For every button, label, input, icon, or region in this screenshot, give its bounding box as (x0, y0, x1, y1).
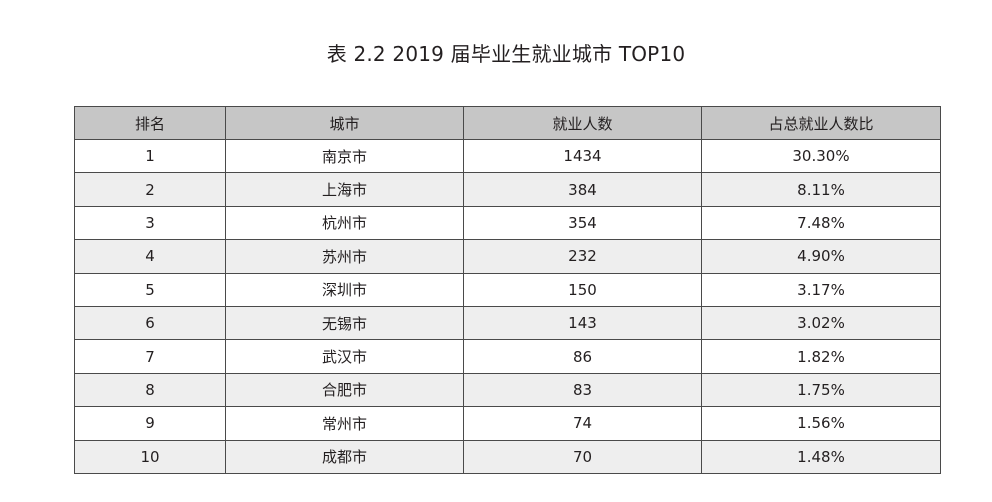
cell-rank: 10 (74, 439, 226, 474)
cell-city: 武汉市 (225, 339, 464, 374)
table-row: 3 杭州市 354 7.48% (74, 205, 941, 241)
table-row: 1 南京市 1434 30.30% (74, 138, 941, 174)
table-row: 2 上海市 384 8.11% (74, 172, 941, 207)
cell-city: 上海市 (225, 172, 464, 207)
header-rank: 排名 (74, 106, 226, 140)
cell-employment-count: 354 (463, 205, 702, 241)
cell-employment-share: 4.90% (701, 239, 941, 274)
table-row: 10 成都市 70 1.48% (74, 439, 941, 474)
cell-city: 合肥市 (225, 372, 464, 408)
cell-city: 常州市 (225, 406, 464, 441)
cell-rank: 7 (74, 339, 226, 374)
cell-employment-count: 150 (463, 272, 702, 307)
table-caption: 表 2.2 2019 届毕业生就业城市 TOP10 (326, 42, 686, 66)
table-row: 5 深圳市 150 3.17% (74, 272, 941, 307)
cell-employment-share: 30.30% (701, 138, 941, 174)
cell-employment-share: 1.56% (701, 406, 941, 441)
cell-employment-count: 1434 (463, 138, 702, 174)
cell-rank: 4 (74, 239, 226, 274)
table-row: 6 无锡市 143 3.02% (74, 305, 941, 341)
cell-city: 南京市 (225, 138, 464, 174)
cell-employment-share: 7.48% (701, 205, 941, 241)
table-row: 8 合肥市 83 1.75% (74, 372, 941, 408)
cell-rank: 9 (74, 406, 226, 441)
header-employment-share: 占总就业人数比 (701, 106, 941, 140)
cell-employment-share: 3.17% (701, 272, 941, 307)
cell-employment-share: 1.82% (701, 339, 941, 374)
cell-rank: 6 (74, 305, 226, 341)
cell-city: 成都市 (225, 439, 464, 474)
table-row: 4 苏州市 232 4.90% (74, 239, 941, 274)
cell-city: 深圳市 (225, 272, 464, 307)
cell-employment-count: 86 (463, 339, 702, 374)
header-employment-count: 就业人数 (463, 106, 702, 140)
table-body: 1 南京市 1434 30.30% 2 上海市 384 8.11% 3 杭州市 354 7.48% 4 苏… (74, 138, 941, 474)
table-row: 7 武汉市 86 1.82% (74, 339, 941, 374)
cell-city: 苏州市 (225, 239, 464, 274)
cell-employment-count: 74 (463, 406, 702, 441)
employment-cities-table: 排名 城市 就业人数 占总就业人数比 1 南京市 1434 30.30% 2 上海市 384… (74, 106, 941, 474)
header-city: 城市 (225, 106, 464, 140)
cell-city: 无锡市 (225, 305, 464, 341)
table-row: 9 常州市 74 1.56% (74, 406, 941, 441)
cell-city: 杭州市 (225, 205, 464, 241)
table-header-row: 排名 城市 就业人数 占总就业人数比 (74, 106, 941, 140)
cell-employment-share: 1.75% (701, 372, 941, 408)
cell-employment-count: 143 (463, 305, 702, 341)
cell-employment-count: 70 (463, 439, 702, 474)
cell-employment-share: 3.02% (701, 305, 941, 341)
cell-rank: 8 (74, 372, 226, 408)
cell-employment-count: 232 (463, 239, 702, 274)
cell-rank: 5 (74, 272, 226, 307)
cell-rank: 2 (74, 172, 226, 207)
cell-employment-share: 1.48% (701, 439, 941, 474)
cell-rank: 3 (74, 205, 226, 241)
cell-employment-count: 384 (463, 172, 702, 207)
cell-rank: 1 (74, 138, 226, 174)
cell-employment-share: 8.11% (701, 172, 941, 207)
cell-employment-count: 83 (463, 372, 702, 408)
